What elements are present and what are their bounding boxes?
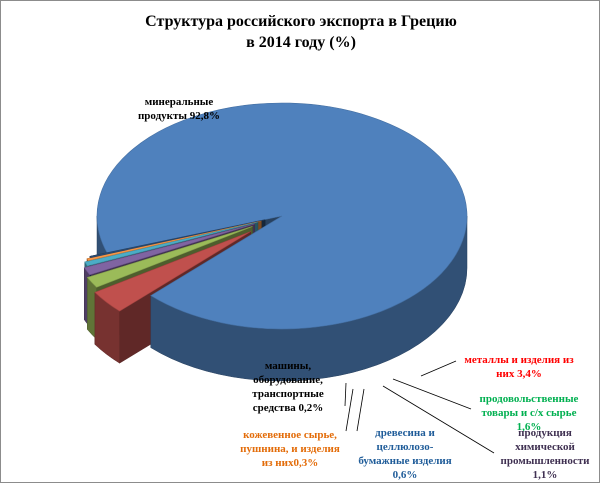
- leader-line-2: [392, 378, 472, 410]
- chart-title: Структура российского экспорта в Грецию …: [1, 11, 600, 53]
- data-label-2-line-1: товары и с/х сырье: [481, 407, 577, 419]
- leader-line-4: [356, 388, 365, 432]
- slice-0: [96, 102, 468, 330]
- data-label-4-line-2: бумажные изделия: [358, 455, 452, 467]
- slice-3: [83, 223, 255, 276]
- data-label-5-line-1: пушнина, и изделия: [240, 443, 340, 455]
- data-label-4-line-3: 0,6%: [392, 469, 418, 481]
- data-label-3-line-1: химической: [515, 441, 575, 453]
- slice-4: [84, 221, 258, 267]
- data-label-6: машины, оборудование, транспортные средства…: [233, 359, 343, 415]
- data-label-6-line-0: машины,: [264, 360, 312, 372]
- data-label-4-line-1: целлюлозо-: [376, 441, 434, 453]
- data-label-2-line-0: продовольственные: [479, 393, 579, 405]
- data-label-6-line-2: транспортные: [252, 388, 324, 400]
- data-label-4: древесина и целлюлозо-бумажные изделия 0,6…: [355, 426, 455, 482]
- slice-6: [89, 219, 266, 258]
- slice-2: [86, 226, 253, 288]
- data-label-4-line-0: древесина и: [375, 427, 435, 439]
- slice-5: [86, 220, 262, 261]
- chart-title-line-1: Структура российского экспорта в Грецию: [145, 13, 457, 30]
- chart-title-line-2: в 2014 году (%): [246, 34, 356, 51]
- data-label-5-line-2: из них0,3%: [261, 457, 319, 469]
- data-label-3-line-2: промышленности: [500, 455, 590, 467]
- data-label-5: кожевенное сырье, пушнина, и изделия из ни…: [225, 428, 355, 470]
- data-label-6-line-3: средства 0,2%: [252, 402, 324, 414]
- data-label-0-line-1: продукты 92,8%: [137, 110, 221, 122]
- slice-1: [94, 231, 251, 312]
- data-label-3-line-0: продукция: [518, 427, 572, 439]
- data-label-0: минеральные продукты 92,8%: [119, 95, 239, 123]
- leader-line-5: [345, 388, 354, 432]
- data-label-6-line-1: оборудование,: [253, 374, 323, 386]
- data-label-1-line-0: металлы и изделия из: [464, 354, 574, 366]
- data-label-3: продукция химической промышленности 1,1%: [495, 426, 595, 482]
- data-label-2: продовольственные товары и с/х сырье 1,6%: [469, 392, 589, 434]
- data-label-2-line-2: 1,6%: [516, 421, 542, 433]
- pie-top-faces: [83, 102, 468, 330]
- data-label-5-line-0: кожевенное сырье,: [243, 429, 337, 441]
- data-label-1: металлы и изделия из них 3,4%: [449, 353, 589, 381]
- data-label-0-line-0: минеральные: [144, 96, 214, 108]
- leader-line-1: [420, 360, 457, 377]
- leader-line-6: [344, 382, 347, 407]
- leader-lines: [344, 360, 495, 454]
- data-label-3-line-3: 1,1%: [532, 469, 558, 481]
- data-label-1-line-1: них 3,4%: [496, 368, 542, 380]
- leader-line-3: [382, 385, 495, 454]
